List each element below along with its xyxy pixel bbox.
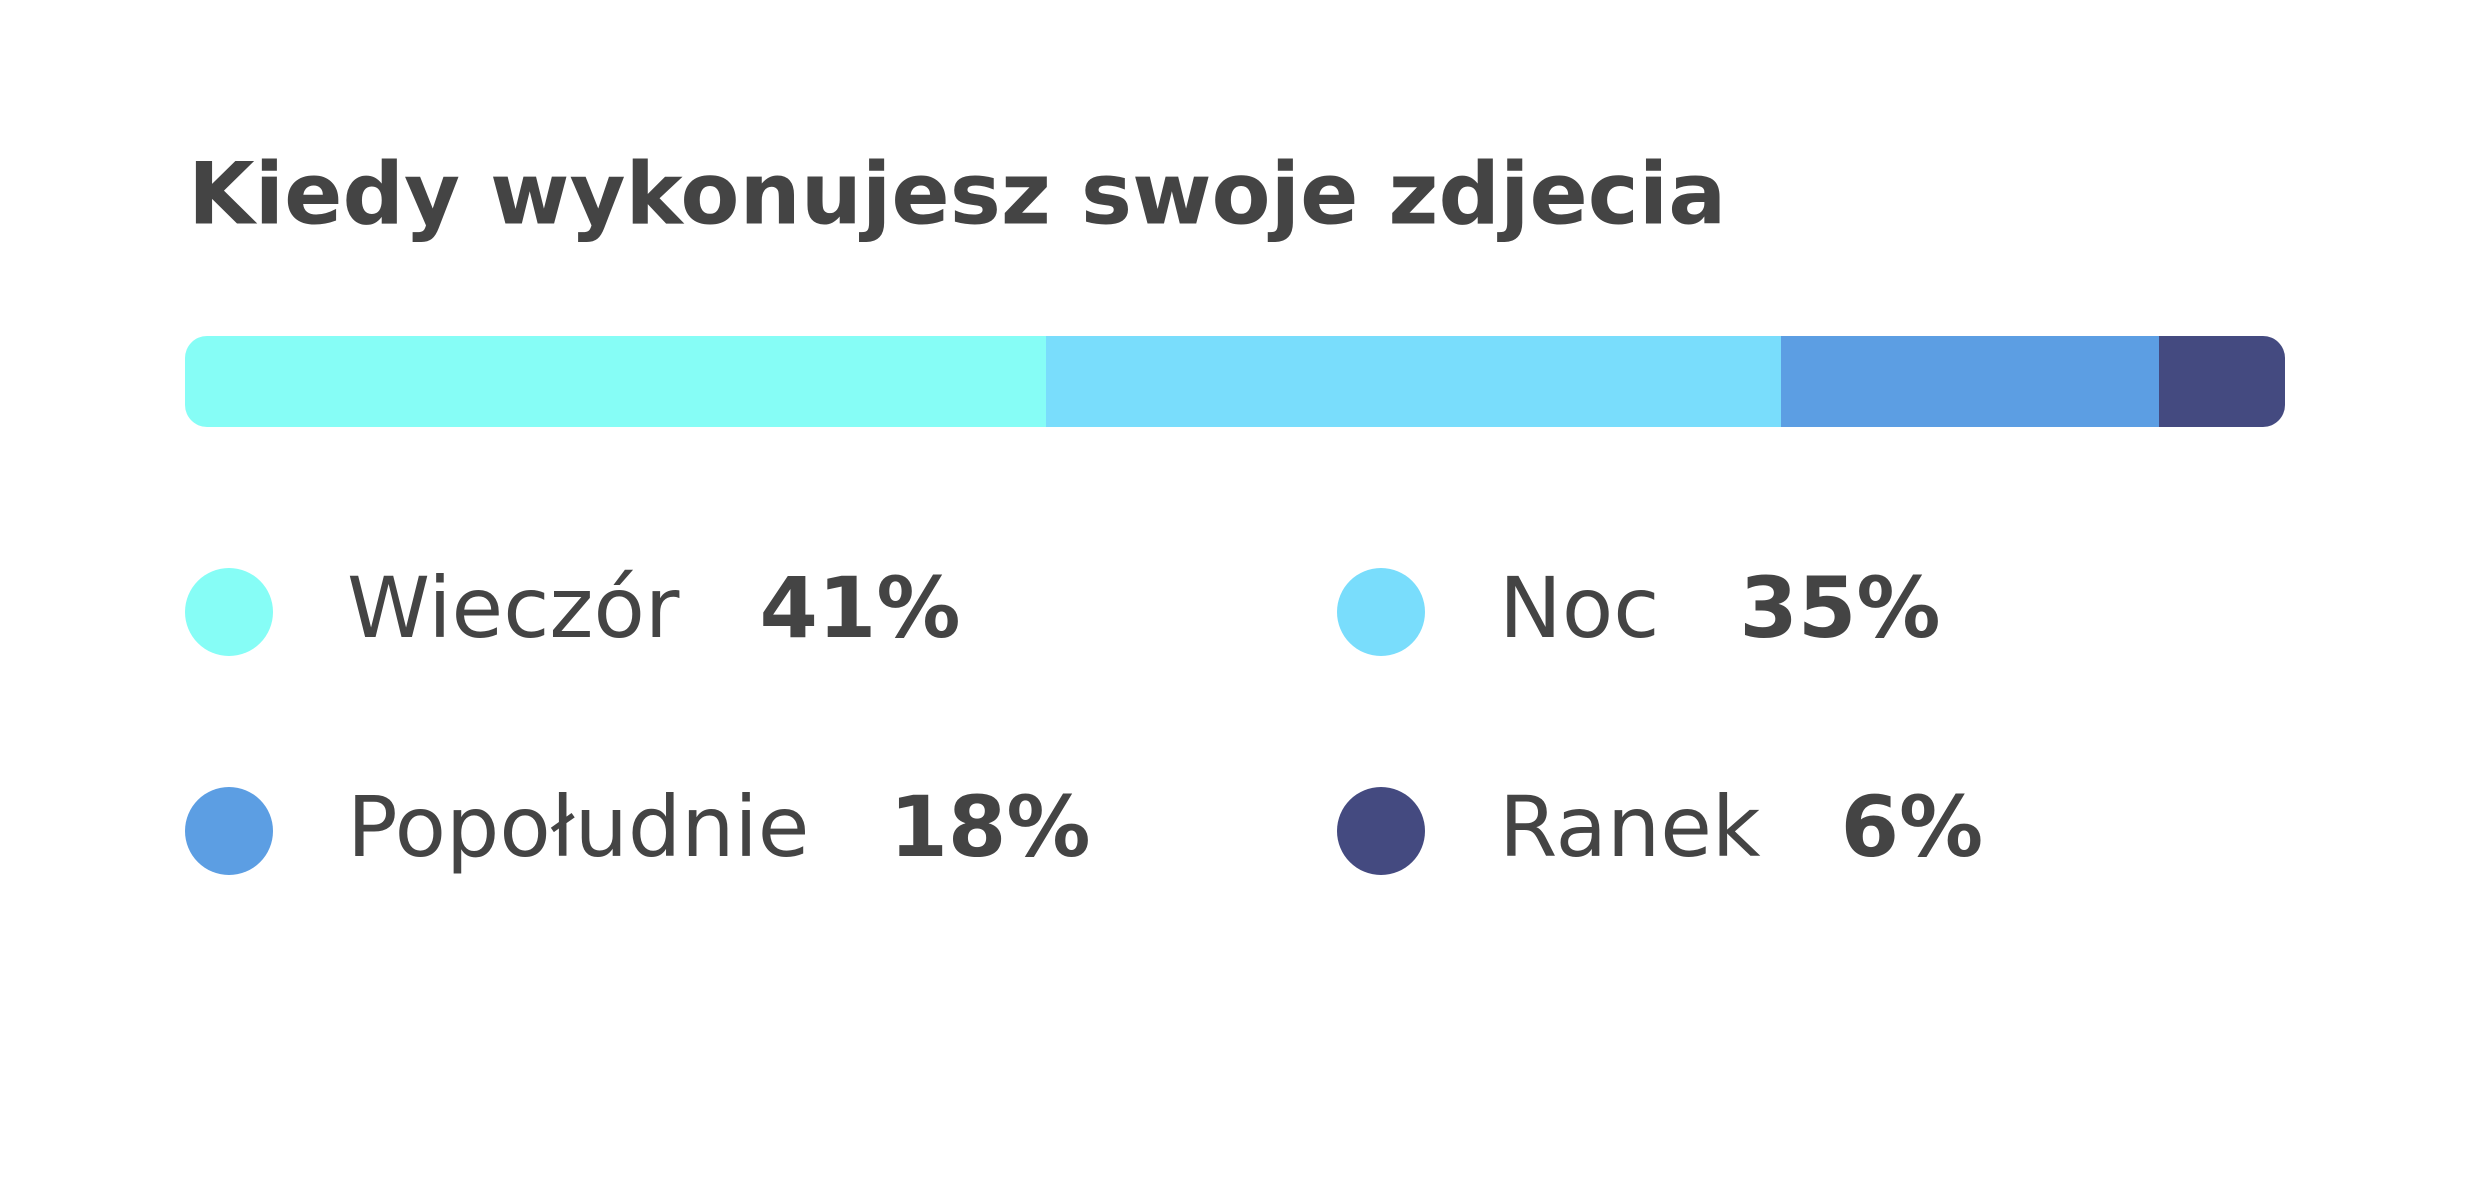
legend-label: Ranek (1499, 778, 1761, 876)
bar-segment (185, 336, 1046, 427)
legend-label: Noc (1499, 559, 1659, 657)
value-label: 6% (1841, 778, 1984, 876)
legend-swatch (1337, 568, 1425, 656)
value-label: 41% (759, 559, 960, 657)
bar-segment (1781, 336, 2159, 427)
legend-swatch (185, 787, 273, 875)
value-label: 18% (889, 778, 1090, 876)
legend-label: Popołudnie (347, 778, 809, 876)
legend-swatch (185, 568, 273, 656)
value-label: 35% (1739, 559, 1940, 657)
bar-segment (1046, 336, 1781, 427)
stacked-bar (185, 336, 2285, 427)
bar-segment (2159, 336, 2285, 427)
legend-swatch (1337, 787, 1425, 875)
legend-label: Wieczór (347, 559, 680, 657)
chart-title: Kiedy wykonujesz swoje zdjecia (188, 144, 1726, 244)
